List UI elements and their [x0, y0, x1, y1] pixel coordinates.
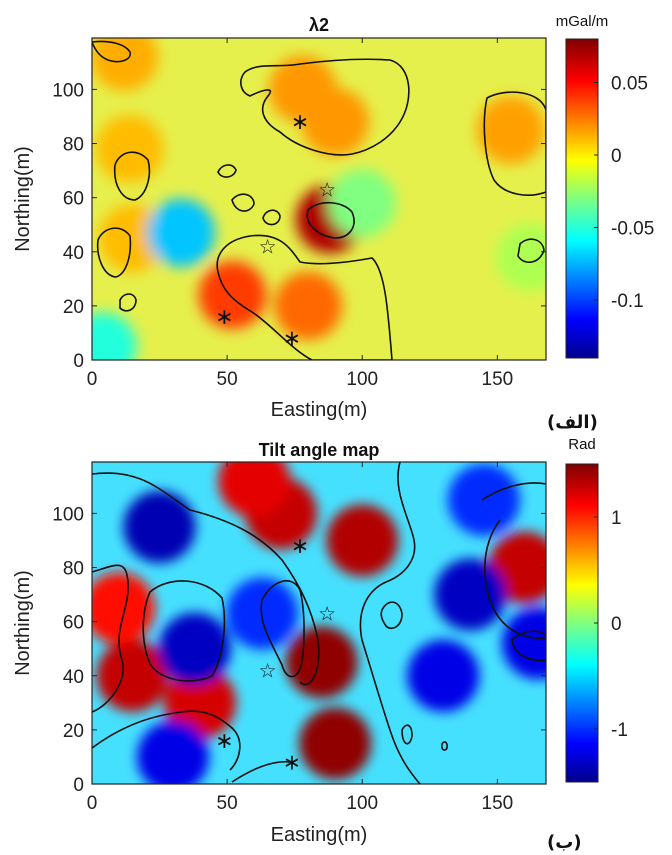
lambda2-markers: ∗ ∗ ∗ ☆ ☆ [215, 110, 336, 351]
tilt-ytick-label-5: 100 [52, 504, 84, 525]
lambda2-colorbar [565, 38, 599, 359]
tilt-ytick-label-3: 60 [63, 613, 84, 634]
tilt-anomaly-high-0 [285, 626, 358, 699]
lambda2-marker-asterisk-2: ∗ [283, 327, 301, 352]
lambda2-colorbar-unit: mGal/m [556, 13, 609, 30]
lambda2-xtick-label-1: 50 [217, 369, 238, 390]
lambda2-xtick-label-2: 100 [346, 369, 378, 390]
tilt-xtick-label-0: 0 [87, 793, 98, 814]
lambda2-anomaly-high-4 [301, 87, 370, 156]
lambda2-panel-label: (الف) [547, 412, 598, 433]
lambda2-marker-star-3: ☆ [318, 178, 336, 202]
tilt-anomaly-high-8 [92, 572, 156, 645]
lambda2-colorbar-tick-label-1: 0 [611, 146, 622, 167]
lambda2-anomaly-high-5 [476, 96, 545, 164]
lambda2-anomaly-high-8 [95, 114, 164, 183]
lambda2-title: λ2 [309, 15, 329, 35]
tilt-panel: ∗ ∗ ∗ ☆ ☆ 0 50 100 150 0 20 40 60 80 100 Tilt angle m… [12, 436, 628, 853]
tilt-anomaly-low-11 [434, 558, 507, 631]
tilt-plot-frame [91, 461, 547, 785]
tilt-ytick-label-1: 20 [63, 721, 84, 742]
lambda2-anomaly-high-1 [198, 261, 267, 330]
lambda2-ylabel: Northing(m) [12, 146, 34, 252]
lambda2-ytick-label-4: 80 [63, 135, 84, 156]
tilt-ytick-label-4: 80 [63, 559, 84, 580]
lambda2-plot-frame [91, 37, 547, 361]
tilt-zero-contours [92, 462, 546, 784]
tilt-ytick-label-0: 0 [73, 775, 84, 796]
lambda2-xtick-label-0: 0 [87, 369, 98, 390]
tilt-colorbar-tick-label-0: 1 [611, 508, 622, 529]
tilt-heatmap [92, 462, 546, 784]
lambda2-colorbar-tick-label-3: -0.1 [611, 291, 644, 312]
lambda2-marker-asterisk-0: ∗ [291, 110, 309, 135]
tilt-anomaly-low-13 [137, 720, 210, 784]
tilt-anomaly-low-12 [407, 639, 480, 712]
tilt-marker-asterisk-1: ∗ [215, 729, 233, 754]
tilt-colorbar-tick-label-2: -1 [611, 720, 628, 741]
tilt-title: Tilt angle map [259, 440, 380, 460]
tilt-xtick-label-3: 150 [482, 793, 514, 814]
tilt-anomaly-high-5 [164, 666, 237, 739]
lambda2-ytick-label-2: 40 [63, 243, 84, 264]
lambda2-anomaly-high-2 [274, 271, 343, 340]
tilt-xtick-label-2: 100 [346, 793, 378, 814]
tilt-marker-star-4: ☆ [259, 658, 277, 682]
lambda2-anomaly-low-12 [495, 223, 546, 292]
tilt-markers: ∗ ∗ ∗ ☆ ☆ [215, 534, 336, 775]
tilt-anomaly-low-9 [123, 490, 196, 563]
tilt-xtick-label-1: 50 [217, 793, 238, 814]
tilt-colorbar [565, 463, 599, 783]
lambda2-ytick-label-3: 60 [63, 189, 84, 210]
tilt-ytick-label-2: 40 [63, 667, 84, 688]
lambda2-colorbar-tick-label-0: 0.05 [611, 74, 648, 95]
tilt-colorbar-unit: Rad [568, 436, 596, 453]
tilt-anomaly-low-10 [158, 612, 231, 685]
tilt-ylabel: Northing(m) [12, 570, 34, 676]
tilt-marker-asterisk-0: ∗ [291, 534, 309, 559]
lambda2-xtick-label-3: 150 [482, 369, 514, 390]
tilt-anomaly-low-16 [447, 463, 520, 536]
tilt-anomaly-low-14 [501, 607, 546, 680]
tilt-anomaly-high-6 [218, 462, 291, 517]
tilt-xlabel: Easting(m) [271, 824, 368, 846]
tilt-marker-asterisk-2: ∗ [283, 751, 301, 776]
lambda2-marker-asterisk-1: ∗ [215, 305, 233, 330]
lambda2-anomaly-low-11 [328, 169, 397, 238]
tilt-anomaly-high-1 [299, 707, 372, 780]
lambda2-anomaly-high-6 [92, 38, 159, 91]
tilt-panel-label: (ب) [547, 832, 582, 853]
lambda2-anomaly-low-9 [147, 198, 216, 267]
tilt-marker-star-3: ☆ [318, 602, 336, 626]
lambda2-ytick-label-5: 100 [52, 80, 84, 101]
lambda2-colorbar-tick-label-2: -0.05 [611, 219, 654, 240]
tilt-anomaly-high-2 [326, 504, 399, 577]
lambda2-panel: ∗ ∗ ∗ ☆ ☆ 0 50 100 150 0 20 40 60 80 100 λ2 Easting(m… [12, 13, 654, 433]
lambda2-ytick-label-0: 0 [73, 351, 84, 372]
lambda2-anomaly-low-10 [92, 312, 137, 360]
lambda2-xlabel: Easting(m) [271, 399, 368, 421]
lambda2-zero-contours [92, 40, 546, 360]
lambda2-ytick-label-1: 20 [63, 297, 84, 318]
lambda2-heatmap [92, 38, 546, 360]
lambda2-marker-star-4: ☆ [259, 234, 277, 258]
tilt-colorbar-tick-label-1: 0 [611, 614, 622, 635]
